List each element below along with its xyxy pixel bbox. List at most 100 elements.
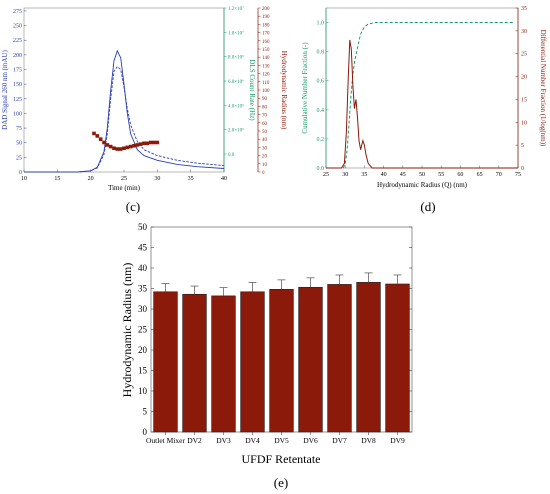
panel-e-y-tick-label: 5 — [143, 407, 148, 417]
panel-e-chart: 0 5 10 15 20 25 30 35 40 45 50 Outlet Mixer DV2 DV3 D… — [120, 222, 413, 466]
panel-c-x-tick-label: 35 — [188, 176, 194, 182]
panel-d-right-axis-label: Differential Number Fraction (1/log(nm)) — [539, 30, 547, 147]
panel-c-radius-point — [92, 131, 96, 136]
panel-e-category-label: DV3 — [216, 436, 231, 445]
panel-c-right2-tick-label: 90 — [262, 97, 268, 102]
panel-d-left-tick-label: 0.6 — [317, 79, 325, 85]
panel-c-right2-tick-label: 190 — [262, 15, 270, 20]
panel-c-right1-tick-label: 8.0×10⁶ — [228, 55, 244, 61]
panel-d-chart: 25 30 35 40 45 50 55 60 65 70 75 0.00.20.40.60.81.… — [301, 6, 547, 189]
panel-c-radius-point — [118, 147, 123, 151]
panel-d-left-tick-label: 0.0 — [317, 166, 325, 172]
panel-d-x-tick-label: 35 — [361, 172, 367, 178]
panel-e-y-tick-label: 35 — [138, 284, 148, 294]
panel-e-bar — [298, 286, 323, 433]
panel-d-x-tick-label: 40 — [381, 172, 387, 178]
panel-d-solid-red-line — [326, 39, 518, 169]
panel-d-x-tick-label: 30 — [342, 172, 348, 178]
panel-c-right1-tick-label: 1.2×10⁷ — [228, 6, 244, 12]
panel-e-bar — [182, 293, 207, 433]
panel-d-left-tick-label: 1.0 — [317, 21, 325, 27]
panel-c-right2-tick-label: 140 — [262, 56, 270, 61]
panel-d-left-tick-label: 0.2 — [317, 137, 325, 143]
panel-d-right-tick-label: 35 — [521, 6, 527, 12]
panel-c-x-tick-label: 40 — [221, 176, 227, 182]
panel-e-category-label: DV8 — [361, 436, 376, 445]
panel-c-left-tick-label: 225 — [13, 38, 22, 44]
panel-e-bar — [211, 295, 236, 433]
panel-e-bar — [356, 282, 381, 433]
panel-c-right2-tick-label: 60 — [262, 122, 268, 127]
panel-c-x-tick-label: 20 — [88, 176, 94, 182]
panel-d-x-tick-label: 60 — [457, 172, 463, 178]
panel-c-right-axis-label-1: DLS Count Rate (Hz) — [248, 59, 256, 121]
panel-d-right-tick-label: 10 — [521, 120, 527, 126]
panel-c-right1-tick-label: 1.0×10⁷ — [228, 30, 244, 36]
panel-e-y-tick-label: 25 — [138, 325, 148, 335]
panel-c-radius-point — [145, 141, 150, 146]
panel-c-x-tick-label: 15 — [54, 176, 60, 182]
panel-c-radius-point — [108, 144, 113, 149]
panel-c-left-tick-label: 50 — [16, 141, 22, 147]
panel-e-y-tick-label: 45 — [138, 243, 148, 253]
panel-c-right2-tick-label: 180 — [262, 23, 270, 28]
panel-c-right2-tick-label: 100 — [262, 89, 270, 94]
panel-c-right2-tick-label: 0 — [262, 171, 265, 176]
panel-c-left-tick-label: 25 — [16, 155, 22, 161]
panel-c-left-tick-label: 150 — [13, 82, 22, 88]
panel-d-right-tick-label: 5 — [521, 143, 524, 149]
panel-c-right2-tick-label: 200 — [262, 7, 270, 12]
panel-c-radius-point — [102, 140, 106, 145]
panel-c-radius-point — [95, 134, 100, 138]
panel-c-right2-tick-label: 120 — [262, 73, 270, 78]
panel-c-radius-point — [105, 143, 110, 147]
panel-e-y-tick-label: 50 — [138, 222, 148, 232]
panel-c-right-axis-label-2: Hydrodynamic Radius (nm) — [280, 51, 288, 130]
panel-c-right2-tick-label: 110 — [262, 81, 270, 86]
panel-e-y-tick-label: 30 — [138, 304, 148, 314]
panel-c-left-tick-label: 0 — [19, 170, 22, 176]
panel-c-radius-point — [98, 137, 103, 141]
panel-c-radius-point — [112, 146, 116, 151]
panel-d-left-axis-label: Cumulative Number Fraction (-) — [301, 42, 309, 134]
panel-d-right-tick-label: 25 — [521, 52, 527, 58]
panel-c-left-tick-label: 100 — [13, 111, 22, 117]
panel-d-x-tick-label: 50 — [419, 172, 425, 178]
panel-e-category-label: DV7 — [332, 436, 347, 445]
panel-c-right2-tick-label: 70 — [262, 114, 268, 119]
panel-c-left-tick-label: 75 — [16, 126, 22, 132]
panel-e-category-label: DV2 — [187, 436, 202, 445]
panel-e-bar — [269, 289, 294, 433]
panel-d-dashed-green-line — [342, 22, 515, 169]
panel-e-category-label: Outlet Mixer — [146, 436, 185, 445]
panel-e-y-tick-label: 0 — [143, 427, 148, 437]
panel-c-x-tick-label: 25 — [121, 176, 127, 182]
panel-c-solid-blue-line — [24, 49, 225, 173]
panel-d-left-tick-label: 0.4 — [317, 108, 325, 114]
panel-c-radius-point — [138, 142, 143, 146]
panel-c-right2-tick-label: 50 — [262, 130, 268, 135]
panel-c-radius-point — [115, 147, 120, 151]
panel-d-left-tick-label: 0.8 — [317, 50, 325, 56]
panel-c-right2-tick-label: 20 — [262, 155, 268, 160]
panel-c-caption: (c) — [126, 199, 140, 214]
panel-e-category-label: DV5 — [274, 436, 289, 445]
panel-d-right-tick-label: 30 — [521, 29, 527, 35]
panel-c-right1-tick-label: 6.0×10⁶ — [228, 79, 244, 85]
panel-c-right1-tick-label: 2.0×10⁶ — [228, 128, 244, 134]
panel-c-radius-point — [132, 143, 136, 148]
panel-d-x-tick-label: 65 — [477, 172, 483, 178]
panel-c-radius-point — [122, 146, 126, 151]
panel-c-right2-tick-label: 170 — [262, 32, 270, 37]
panel-c-right2-tick-label: 40 — [262, 138, 268, 143]
panel-e-category-label: DV4 — [245, 436, 260, 445]
panel-e-y-tick-label: 20 — [138, 345, 148, 355]
panel-c-x-tick-label: 10 — [21, 176, 27, 182]
panel-c-left-axis-label: DAD Signal 260 nm (mAU) — [1, 49, 9, 129]
panel-c-left-tick-label: 175 — [13, 68, 22, 74]
panel-e-y-tick-label: 40 — [138, 263, 148, 273]
panel-c-x-axis-label: Time (min) — [108, 184, 140, 192]
panel-c-right1-tick-label: 0.0 — [228, 153, 235, 158]
panel-c-radius-point — [142, 141, 146, 146]
